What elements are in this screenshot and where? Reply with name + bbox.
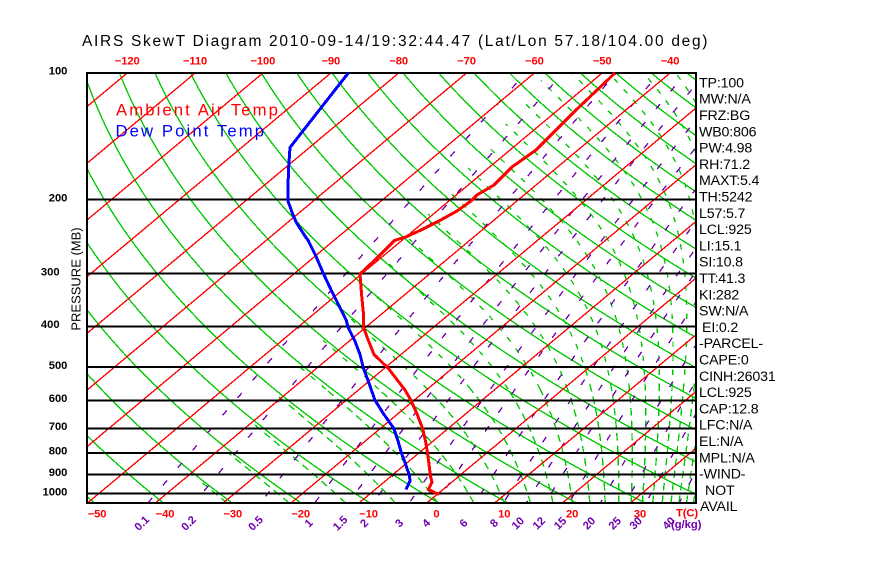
svg-text:L57:5.7: L57:5.7 [699, 206, 746, 222]
svg-text:(g/kg): (g/kg) [671, 519, 702, 531]
svg-text:100: 100 [49, 66, 68, 78]
svg-text:600: 600 [49, 393, 68, 405]
svg-text:400: 400 [41, 319, 60, 331]
svg-text:LFC:N/A: LFC:N/A [699, 418, 753, 434]
svg-text:PW:4.98: PW:4.98 [699, 141, 752, 157]
svg-text:500: 500 [49, 360, 68, 372]
svg-text:AVAIL: AVAIL [700, 499, 738, 515]
svg-text:20: 20 [566, 508, 578, 520]
svg-text:KI:282: KI:282 [699, 287, 739, 303]
svg-text:TP:100: TP:100 [699, 75, 744, 91]
svg-text:MAXT:5.4: MAXT:5.4 [699, 173, 760, 189]
svg-text:SI:10.8: SI:10.8 [699, 255, 743, 271]
svg-text:PRESSURE (MB): PRESSURE (MB) [69, 227, 84, 330]
svg-text:−120: −120 [115, 56, 140, 68]
svg-text:TT:41.3: TT:41.3 [699, 271, 746, 287]
svg-text:AIRS SkewT Diagram 2010-09-14/: AIRS SkewT Diagram 2010-09-14/19:32:44.4… [82, 33, 709, 50]
svg-text:200: 200 [49, 192, 68, 204]
svg-text:800: 800 [49, 446, 68, 458]
svg-text:MW:N/A: MW:N/A [699, 92, 751, 108]
svg-text:−100: −100 [250, 56, 275, 68]
svg-text:-PARCEL-: -PARCEL- [699, 336, 763, 352]
svg-text:−80: −80 [389, 56, 408, 68]
svg-text:EI:0.2: EI:0.2 [702, 320, 738, 336]
svg-text:10: 10 [498, 508, 510, 520]
svg-text:CAP:12.8: CAP:12.8 [699, 401, 759, 417]
svg-text:900: 900 [49, 467, 68, 479]
svg-text:300: 300 [41, 266, 60, 278]
svg-text:CINH:26031: CINH:26031 [699, 369, 776, 385]
svg-text:−40: −40 [156, 508, 175, 520]
svg-text:−10: −10 [359, 508, 378, 520]
svg-text:−20: −20 [291, 508, 310, 520]
svg-text:LI:15.1: LI:15.1 [699, 238, 742, 254]
svg-text:MPL:N/A: MPL:N/A [699, 450, 755, 466]
svg-text:−90: −90 [321, 56, 340, 68]
svg-text:−50: −50 [593, 56, 612, 68]
svg-text:−50: −50 [88, 508, 107, 520]
svg-text:RH:71.2: RH:71.2 [699, 157, 750, 173]
svg-text:LCL:925: LCL:925 [699, 222, 752, 238]
svg-text:−110: −110 [183, 56, 207, 68]
svg-text:700: 700 [49, 421, 68, 433]
svg-text:SW:N/A: SW:N/A [699, 304, 749, 320]
svg-text:−30: −30 [223, 508, 242, 520]
svg-text:30: 30 [634, 508, 646, 520]
svg-text:−60: −60 [525, 56, 544, 68]
svg-text:NOT: NOT [705, 483, 735, 499]
svg-text:−70: −70 [457, 56, 476, 68]
svg-text:Ambient Air Temp: Ambient Air Temp [116, 101, 280, 120]
svg-text:LCL:925: LCL:925 [699, 385, 752, 401]
svg-text:EL:N/A: EL:N/A [699, 434, 744, 450]
svg-text:CAPE:0: CAPE:0 [699, 353, 749, 369]
svg-text:-WIND-: -WIND- [699, 467, 746, 483]
svg-text:WB0:806: WB0:806 [699, 124, 757, 140]
svg-text:0: 0 [433, 508, 439, 520]
svg-text:−40: −40 [661, 56, 680, 68]
svg-text:FRZ:BG: FRZ:BG [699, 108, 750, 124]
svg-text:1000: 1000 [43, 486, 68, 498]
svg-text:Dew Point Temp: Dew Point Temp [116, 122, 267, 141]
svg-text:TH:5242: TH:5242 [699, 190, 753, 206]
svg-text:T(C): T(C) [676, 508, 698, 520]
